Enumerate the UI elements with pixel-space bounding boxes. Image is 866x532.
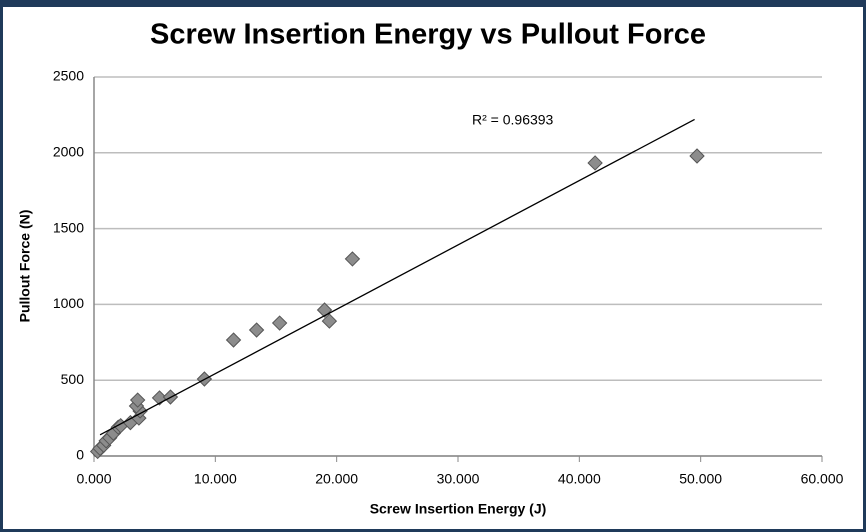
point xyxy=(129,392,146,408)
trendline xyxy=(99,118,695,436)
y-tick-label: 1000 xyxy=(53,295,84,311)
y-tick-label: 1500 xyxy=(53,219,84,235)
x-axis-label: Screw Insertion Energy (J) xyxy=(370,501,547,517)
chart-title: Screw Insertion Energy vs Pullout Force xyxy=(150,19,706,51)
y-tick-label: 2000 xyxy=(53,144,84,160)
point xyxy=(587,155,603,171)
x-tick-label: 40.000 xyxy=(558,471,601,487)
x-tick-label: 0.000 xyxy=(76,471,111,487)
point xyxy=(321,313,338,329)
trendline-label: R² = 0.96393 xyxy=(472,112,554,128)
x-tick-label: 60.000 xyxy=(801,471,844,487)
point xyxy=(248,322,265,338)
x-tick-label: 10.000 xyxy=(194,471,237,487)
y-axis-label: Pullout Force (N) xyxy=(17,210,33,323)
y-tick-label: 0 xyxy=(76,447,84,463)
x-tick-label: 20.000 xyxy=(315,471,358,487)
point xyxy=(689,148,705,164)
point xyxy=(225,332,242,348)
y-tick-label: 2500 xyxy=(53,68,84,84)
point xyxy=(344,251,361,267)
x-tick-label: 50.000 xyxy=(679,471,722,487)
point xyxy=(271,315,288,331)
x-tick-label: 30.000 xyxy=(437,471,480,487)
y-tick-label: 500 xyxy=(61,371,85,387)
chart-area xyxy=(3,7,863,529)
